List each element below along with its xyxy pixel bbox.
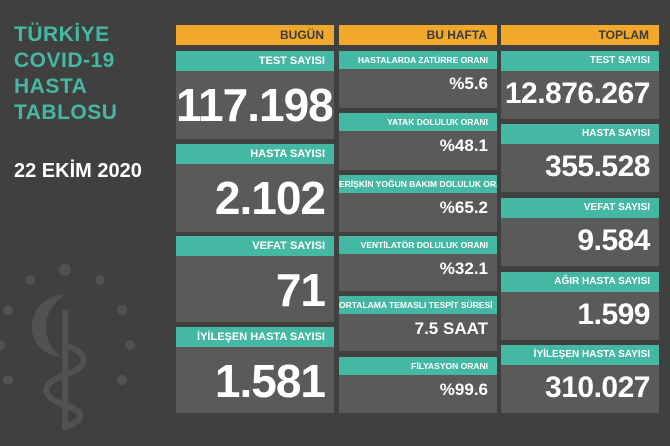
card-label: VEFAT SAYISI (176, 236, 334, 256)
total-card-recovered: İYİLEŞEN HASTA SAYISI 310.027 (501, 345, 659, 413)
card-value: 71 (275, 264, 326, 316)
card-label: YATAK DOLULUK ORANI (339, 113, 497, 131)
total-card-deaths: VEFAT SAYISI 9.584 (501, 198, 659, 266)
week-card-ventilator: VENTİLATÖR DOLULUK ORANI %32.1 (339, 236, 497, 291)
card-value: 1.581 (214, 355, 326, 407)
card-label: VENTİLATÖR DOLULUK ORANI (339, 236, 497, 254)
card-value: 2.102 (214, 172, 326, 224)
today-card-cases: HASTA SAYISI 2.102 (176, 144, 334, 232)
card-label: İYİLEŞEN HASTA SAYISI (501, 345, 659, 365)
card-value: 355.528 (545, 150, 650, 183)
card-value: %99.6 (439, 380, 488, 399)
card-value: 117.198 (176, 79, 334, 131)
title-line: COVID-19 (14, 49, 115, 72)
week-card-contact-tracing: ORTALAMA TEMASLI TESPİT SÜRESİ 7.5 SAAT (339, 296, 497, 351)
card-label: ERİŞKİN YOĞUN BAKIM DOLULUK ORANI (339, 175, 497, 193)
column-header-total: TOPLAM (501, 25, 659, 45)
card-value: 1.599 (577, 298, 650, 331)
today-card-deaths: VEFAT SAYISI 71 (176, 236, 334, 322)
card-value: %5.6 (449, 74, 488, 93)
card-label: HASTA SAYISI (176, 144, 334, 164)
card-label: VEFAT SAYISI (501, 198, 659, 218)
card-value: 7.5 SAAT (414, 319, 488, 338)
total-card-severe: AĞIR HASTA SAYISI 1.599 (501, 272, 659, 340)
title-line: TABLOSU (14, 101, 118, 124)
card-value: 12.876.267 (504, 77, 651, 110)
card-label: AĞIR HASTA SAYISI (501, 272, 659, 292)
card-value: %48.1 (439, 136, 488, 155)
total-card-test: TEST SAYISI 12.876.267 (501, 51, 659, 119)
card-value: 9.584 (577, 224, 650, 257)
column-header-week: BU HAFTA (339, 25, 497, 45)
title-line: TÜRKİYE (14, 23, 110, 46)
card-label: ORTALAMA TEMASLI TESPİT SÜRESİ (339, 296, 497, 314)
ministry-emblem-icon (0, 264, 135, 430)
card-label: HASTA SAYISI (501, 124, 659, 144)
today-card-recovered: İYİLEŞEN HASTA SAYISI 1.581 (176, 327, 334, 413)
today-card-test: TEST SAYISI 117.198 (176, 51, 334, 139)
total-card-cases: HASTA SAYISI 355.528 (501, 124, 659, 192)
week-card-pneumonia: HASTALARDA ZATÜRRE ORANI %5.6 (339, 51, 497, 108)
page-title: TÜRKİYE COVID-19 HASTA TABLOSU (14, 22, 117, 126)
card-label: TEST SAYISI (176, 51, 334, 71)
card-label: FİLYASYON ORANI (339, 357, 497, 375)
card-label: İYİLEŞEN HASTA SAYISI (176, 327, 334, 347)
card-value: 310.027 (545, 371, 650, 404)
card-label: TEST SAYISI (501, 51, 659, 71)
week-card-filiation: FİLYASYON ORANI %99.6 (339, 357, 497, 413)
card-label: HASTALARDA ZATÜRRE ORANI (339, 51, 497, 69)
week-card-icu-occupancy: ERİŞKİN YOĞUN BAKIM DOLULUK ORANI %65.2 (339, 175, 497, 232)
report-date: 22 EKİM 2020 (14, 160, 142, 182)
card-value: %32.1 (439, 259, 488, 278)
card-value: %65.2 (439, 198, 488, 217)
title-line: HASTA (14, 75, 88, 98)
column-header-today: BUGÜN (176, 25, 334, 45)
week-card-bed-occupancy: YATAK DOLULUK ORANI %48.1 (339, 113, 497, 170)
